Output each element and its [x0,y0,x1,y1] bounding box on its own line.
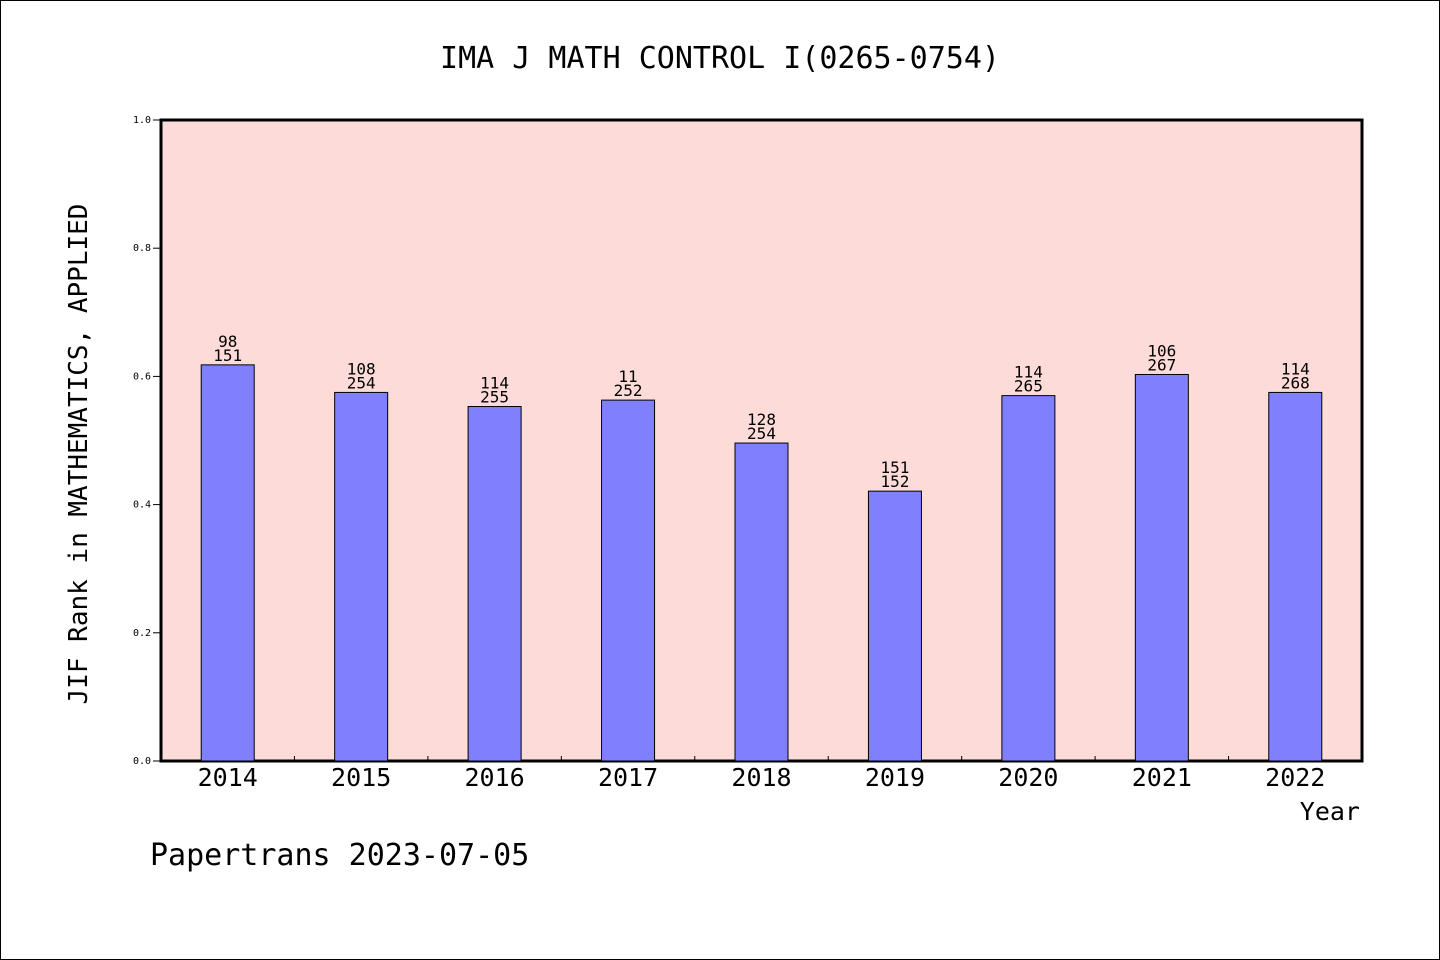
bar-2017 [601,399,656,762]
x-tick-label: 2022 [1265,763,1325,792]
rank-label: 128 [747,410,776,429]
rank-label: 151 [880,458,909,477]
total-label: 252 [614,381,643,400]
rank-label: 11 [618,367,637,386]
data-labels: 2014981512015108254201611425520171125220… [198,332,1326,792]
total-label: 152 [880,472,909,491]
total-label: 254 [347,373,376,392]
y-tick-label: 1.0 [133,115,151,126]
total-label: 255 [480,388,509,407]
x-tick-label: 2019 [865,763,925,792]
x-tick-label: 2018 [731,763,791,792]
x-tick-label: 2021 [1132,763,1192,792]
bar-2015 [334,391,389,762]
bar-2022 [1268,391,1323,762]
rank-label: 114 [1281,359,1310,378]
x-tick-label: 2014 [198,763,258,792]
bars [200,364,1323,762]
total-label: 265 [1014,377,1043,396]
y-tick-label: 0.6 [133,371,151,382]
axis-ticks: 0.0 0.2 0.4 0.6 0.8 1.0 [133,115,1230,767]
y-tick-label: 0.8 [133,243,151,254]
rank-label: 98 [218,332,237,351]
rank-label: 114 [480,374,509,393]
y-tick-label: 0.4 [133,500,151,511]
bar-2021 [1134,373,1189,762]
total-label: 268 [1281,373,1310,392]
x-tick-label: 2015 [331,763,391,792]
bar-2019 [867,490,922,762]
bar-2014 [200,364,255,762]
y-tick-label: 0.2 [133,628,151,639]
footer-watermark: Papertrans 2023-07-05 [150,838,529,873]
x-axis-label: Year [1300,797,1360,826]
x-tick-label: 2017 [598,763,658,792]
y-tick-label: 0.0 [133,756,151,767]
total-label: 267 [1147,355,1176,374]
total-label: 254 [747,424,776,443]
rank-label: 114 [1014,363,1043,382]
x-tick-label: 2020 [998,763,1058,792]
x-tick-label: 2016 [465,763,525,792]
y-axis-label: JIF Rank in MATHEMATICS, APPLIED [64,204,94,705]
rank-label: 106 [1147,341,1176,360]
bar-2020 [1001,395,1056,762]
rank-label: 108 [347,359,376,378]
chart-title: IMA J MATH CONTROL I(0265-0754) [440,41,1000,76]
bar-2016 [467,406,522,762]
bar-2018 [734,442,789,762]
total-label: 151 [213,346,242,365]
